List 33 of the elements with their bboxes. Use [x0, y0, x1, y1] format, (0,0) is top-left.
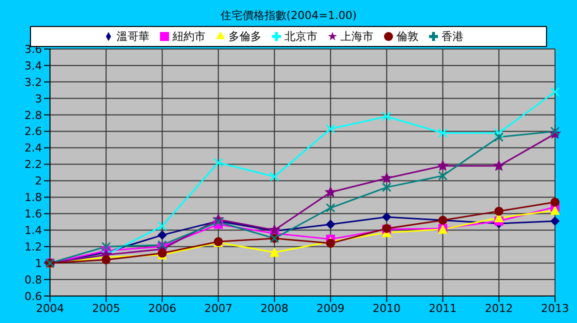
x-tick-label: 2008	[260, 302, 288, 315]
y-tick-label: 2.8	[24, 108, 42, 122]
y-tick-label: 3.2	[24, 76, 42, 89]
legend-label: 多倫多	[228, 30, 262, 43]
y-tick-label: 2.6	[24, 125, 42, 138]
y-tick-label: 0.6	[24, 290, 42, 303]
y-tick-label: 2.4	[24, 142, 42, 155]
y-tick-label: 1.4	[24, 224, 42, 238]
x-tick-label: 2011	[428, 302, 457, 315]
legend-label: 溫哥華	[116, 30, 150, 43]
x-tick-label: 2012	[484, 302, 513, 315]
x-tick-label: 2009	[316, 302, 345, 315]
y-tick-label: 0.8	[24, 273, 42, 286]
y-tick-label: 3	[35, 92, 42, 106]
y-tick-label: 3.4	[24, 59, 42, 72]
y-tick-label: 2	[35, 174, 42, 188]
y-tick-label: 1.8	[24, 191, 42, 204]
chart-title: 住宅價格指數(2004=1.00)	[219, 8, 358, 23]
y-tick-label: 1.6	[24, 208, 42, 221]
legend-label: 香港	[442, 30, 464, 43]
x-tick-label: 2010	[372, 302, 401, 315]
y-tick-label: 1.2	[24, 240, 42, 254]
legend-label: 紐約市	[172, 30, 206, 43]
x-tick-label: 2005	[92, 302, 120, 315]
legend-label: 北京市	[284, 30, 318, 43]
legend-label: 上海市	[340, 30, 374, 43]
x-tick-label: 2013	[541, 302, 569, 315]
x-tick-label: 2004	[36, 302, 64, 315]
y-tick-label: 1	[35, 256, 42, 270]
x-tick-label: 2006	[148, 302, 176, 315]
legend-label: 倫敦	[396, 30, 418, 43]
x-tick-label: 2007	[204, 302, 232, 315]
y-tick-label: 2.2	[24, 158, 42, 172]
